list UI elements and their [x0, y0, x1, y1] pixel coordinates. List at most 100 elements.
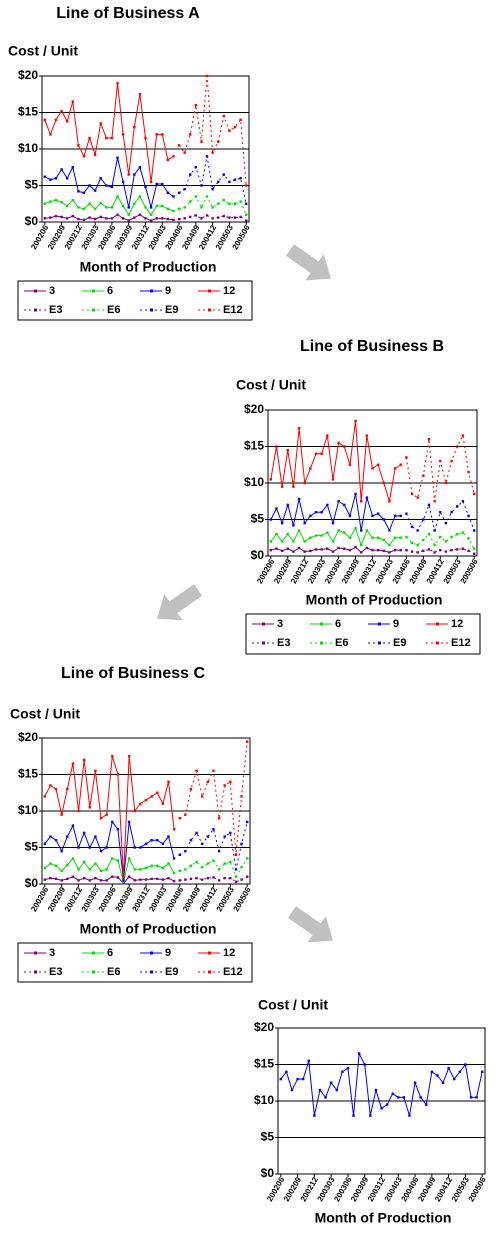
legend-label: 9: [165, 947, 171, 959]
data-point: [240, 866, 243, 869]
data-point: [139, 802, 142, 805]
data-point: [217, 849, 221, 853]
legend-marker: [208, 308, 211, 312]
data-point: [410, 550, 414, 553]
data-point: [205, 155, 209, 158]
data-point: [380, 1107, 383, 1110]
legend-label: 12: [451, 618, 463, 630]
chart: Line of Business A Cost / Unit Month of Pr…: [8, 5, 253, 321]
data-point: [422, 549, 425, 553]
data-point: [82, 155, 86, 158]
data-point: [467, 537, 470, 540]
data-point: [93, 207, 97, 211]
data-point: [183, 206, 186, 209]
data-point: [144, 206, 147, 209]
data-point: [65, 217, 69, 220]
data-point: [314, 452, 318, 455]
data-point: [49, 835, 52, 838]
data-point: [228, 129, 231, 132]
data-point: [245, 184, 248, 187]
legend-label: E12: [223, 966, 243, 978]
data-point: [82, 876, 86, 880]
legend-marker: [208, 970, 211, 974]
legend-label: E3: [49, 304, 62, 316]
data-point: [297, 427, 301, 430]
data-point: [326, 547, 329, 550]
data-point: [436, 1074, 439, 1077]
data-point: [240, 795, 243, 798]
data-point: [399, 536, 402, 539]
legend-marker: [150, 970, 153, 974]
data-point: [314, 511, 318, 514]
data-point: [77, 144, 80, 147]
data-point: [127, 857, 131, 860]
data-point: [467, 514, 470, 518]
data-point: [99, 879, 103, 882]
data-point: [382, 549, 385, 553]
data-point: [211, 187, 214, 191]
data-point: [178, 879, 181, 882]
data-point: [456, 445, 459, 448]
arrow: [157, 584, 203, 621]
data-point: [290, 1088, 294, 1092]
y-tick-label: $0: [25, 214, 39, 228]
data-point: [223, 784, 226, 787]
data-point: [54, 839, 58, 842]
legend-label: 6: [335, 618, 341, 630]
data-point: [60, 879, 63, 882]
data-point: [444, 481, 448, 485]
legend-marker: [92, 970, 95, 974]
y-tick-label: $5: [251, 512, 265, 526]
data-point: [416, 543, 419, 547]
data-point: [269, 540, 273, 543]
data-point: [211, 206, 214, 209]
data-point: [212, 828, 215, 831]
data-point: [133, 879, 136, 882]
data-point: [184, 849, 187, 853]
data-point: [116, 828, 120, 831]
data-point: [337, 529, 340, 532]
data-point: [194, 166, 198, 169]
data-point: [343, 547, 346, 550]
data-point: [138, 93, 142, 96]
data-point: [77, 846, 80, 849]
data-point: [49, 200, 52, 203]
data-point: [444, 540, 448, 543]
data-point: [177, 191, 181, 194]
data-point: [161, 133, 164, 136]
data-point: [275, 445, 278, 448]
data-point: [456, 548, 459, 551]
data-point: [60, 215, 63, 219]
data-point: [212, 876, 215, 879]
data-point: [320, 548, 323, 551]
data-point: [456, 532, 459, 536]
data-point: [189, 877, 193, 881]
data-point: [178, 817, 181, 820]
data-point: [427, 548, 431, 551]
data-point: [245, 820, 249, 824]
data-point: [279, 1077, 282, 1081]
data-point: [441, 1081, 445, 1084]
legend-label: 6: [107, 285, 113, 297]
data-point: [453, 1077, 456, 1081]
data-point: [43, 842, 47, 846]
data-point: [99, 215, 102, 219]
data-point: [393, 536, 397, 539]
data-point: [183, 187, 186, 191]
data-point: [43, 866, 47, 870]
data-point: [205, 195, 209, 198]
data-point: [269, 518, 273, 521]
data-point: [105, 184, 108, 187]
data-point: [399, 514, 402, 518]
data-point: [167, 862, 170, 865]
data-point: [331, 521, 335, 525]
data-point: [94, 835, 97, 838]
data-point: [348, 536, 352, 539]
data-point: [410, 525, 414, 528]
data-point: [77, 217, 80, 221]
data-point: [60, 168, 63, 171]
data-point: [320, 452, 323, 455]
data-point: [167, 835, 170, 838]
legend-marker: [378, 641, 381, 645]
data-point: [60, 201, 63, 204]
